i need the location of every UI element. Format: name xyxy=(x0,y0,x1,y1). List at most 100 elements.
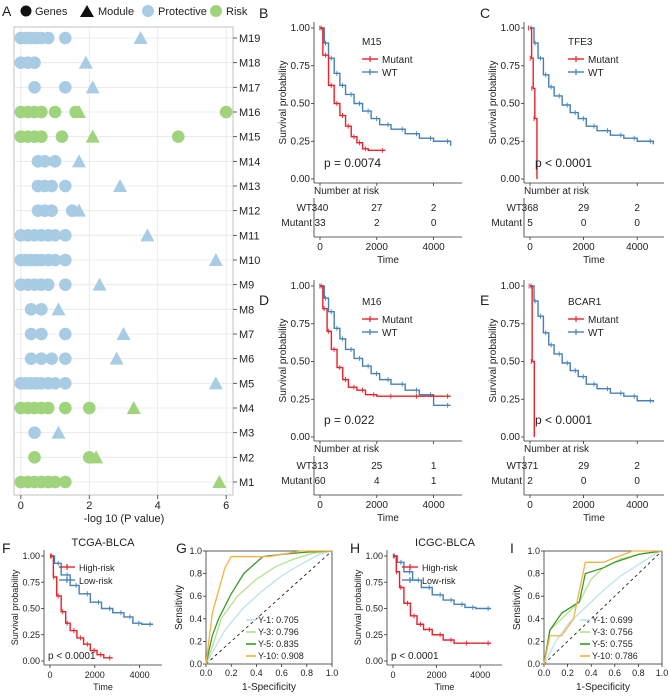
gene-point xyxy=(59,377,72,390)
gene-point xyxy=(55,130,69,143)
module-triangle xyxy=(140,228,155,242)
y-tick-label: 1.00 xyxy=(365,551,383,561)
panel-letter-b: B xyxy=(259,5,268,21)
module-label: M9 xyxy=(239,280,254,292)
risk-x-tick-label: 0 xyxy=(317,500,323,511)
gene-point xyxy=(38,155,52,168)
gene-point xyxy=(35,105,48,119)
risk-cell: 2 xyxy=(431,203,437,214)
risk-cell: 0 xyxy=(634,218,640,229)
risk-table-title: Number at risk xyxy=(314,444,380,455)
y-tick-label: 0.00 xyxy=(291,174,311,185)
risk-table-title: Number at risk xyxy=(524,186,590,197)
legend-label: Y-5: 0.835 xyxy=(258,639,299,649)
risk-table-title: Number at risk xyxy=(314,186,380,197)
risk-cell: 29 xyxy=(578,461,590,472)
risk-cell: 368 xyxy=(522,203,539,214)
survival-curve-wt xyxy=(530,27,654,145)
gene-point xyxy=(59,475,72,489)
risk-cell: 2 xyxy=(634,203,640,214)
x-tick-label: 0 xyxy=(47,670,52,680)
risk-cell: 371 xyxy=(522,461,539,472)
gene-point xyxy=(24,352,38,365)
panel-d-plot: 0.00 0.25 0.50 0.75 1.00 Survival probability… xyxy=(278,280,462,524)
risk-cell: 313 xyxy=(312,461,329,472)
gene-point xyxy=(41,278,55,291)
x-axis-label: Time xyxy=(583,513,605,524)
legend-label: Low-risk xyxy=(422,576,456,586)
panel-letter-g: G xyxy=(176,540,187,556)
x-tick-label: 4000 xyxy=(470,670,490,680)
y-tick-label: 0.75 xyxy=(501,319,521,330)
risk-cell: 1 xyxy=(431,461,437,472)
panel-i-plot: 0.0 0.2 0.4 0.6 0.8 1.0 0.0 0.2 0.4 0.6 0.8 1.0 1-Sp… xyxy=(512,546,668,693)
risk-x-tick-label: 2000 xyxy=(366,500,389,511)
legend-label: High-risk xyxy=(422,563,458,573)
y-tick-label: 0.75 xyxy=(291,61,311,72)
y-tick-label: 0.00 xyxy=(291,432,311,443)
risk-x-tick-label: 4000 xyxy=(626,500,649,511)
y-tick-label: 0.00 xyxy=(501,432,521,443)
module-triangle xyxy=(51,425,66,439)
risk-row-label: WT xyxy=(506,203,522,214)
x-tick-label: 0.2 xyxy=(225,668,238,678)
x-tick-label: 1.0 xyxy=(326,668,339,678)
y-tick-label: 0.2 xyxy=(527,636,540,646)
y-tick-label: 0.2 xyxy=(189,636,202,646)
module-triangle xyxy=(85,129,100,143)
gene-point xyxy=(35,130,48,143)
risk-x-tick-label: 0 xyxy=(527,500,533,511)
x-tick-label: 0.2 xyxy=(561,668,574,678)
risk-cell: 27 xyxy=(371,203,383,214)
gene-point xyxy=(59,278,72,291)
y-axis-label: Survival probability xyxy=(278,61,289,145)
x-tick-label: 0 xyxy=(390,670,395,680)
module-label: M19 xyxy=(239,33,260,45)
x-tick-label: 6 xyxy=(223,500,229,512)
risk-cell: 0 xyxy=(634,476,640,487)
legend-label: WT xyxy=(382,68,398,79)
gene-point xyxy=(171,130,185,143)
p-value: p = 0.022 xyxy=(324,413,375,427)
y-tick-label: 0.75 xyxy=(291,319,311,330)
risk-cell: 340 xyxy=(312,203,329,214)
y-axis-label: Survival probability xyxy=(10,569,20,645)
module-triangle xyxy=(212,475,227,488)
panel-letter-d: D xyxy=(259,292,269,308)
y-tick-label: 0.50 xyxy=(22,604,40,614)
roc-curve-y-1 xyxy=(205,550,333,665)
gene-point xyxy=(35,327,48,341)
panel-a-legend: Genes Module Protective Risk xyxy=(20,5,248,18)
roc-frame xyxy=(543,550,663,665)
plot-title: BCAR1 xyxy=(568,297,602,308)
risk-row-label: Mutant xyxy=(491,476,522,487)
x-tick-label: 2 xyxy=(86,500,92,512)
y-axis-label: Sensitivity xyxy=(512,585,523,630)
y-tick-label: 0.25 xyxy=(365,630,383,640)
plot-title: M16 xyxy=(362,297,382,308)
roc-curve-y-10 xyxy=(205,550,332,665)
x-axis-label: 1-Specificity xyxy=(576,682,630,693)
gene-point xyxy=(45,352,58,365)
gene-point xyxy=(48,377,62,390)
legend-risk-icon xyxy=(210,5,222,17)
gene-point xyxy=(24,327,38,341)
module-label: M11 xyxy=(239,230,260,242)
panel-letter-h: H xyxy=(350,540,360,556)
legend-module-label: Module xyxy=(98,6,134,18)
y-tick-label: 0.8 xyxy=(527,569,540,579)
y-tick-label: 0.4 xyxy=(189,614,202,624)
module-label: M17 xyxy=(239,82,260,94)
gene-point xyxy=(59,401,72,415)
risk-x-tick-label: 4000 xyxy=(422,500,445,511)
risk-cell: 2 xyxy=(634,461,640,472)
module-triangle xyxy=(126,401,141,414)
y-tick-label: 0.50 xyxy=(501,99,521,110)
module-label: M15 xyxy=(239,132,260,144)
y-tick-label: 0.50 xyxy=(501,357,521,368)
risk-row-label: WT xyxy=(506,461,522,472)
y-tick-label: 0.6 xyxy=(527,591,540,601)
legend-label: Y-3: 0.796 xyxy=(258,627,299,637)
y-axis-label: Sensitivity xyxy=(174,585,185,630)
x-tick-label: 1.0 xyxy=(656,668,669,678)
